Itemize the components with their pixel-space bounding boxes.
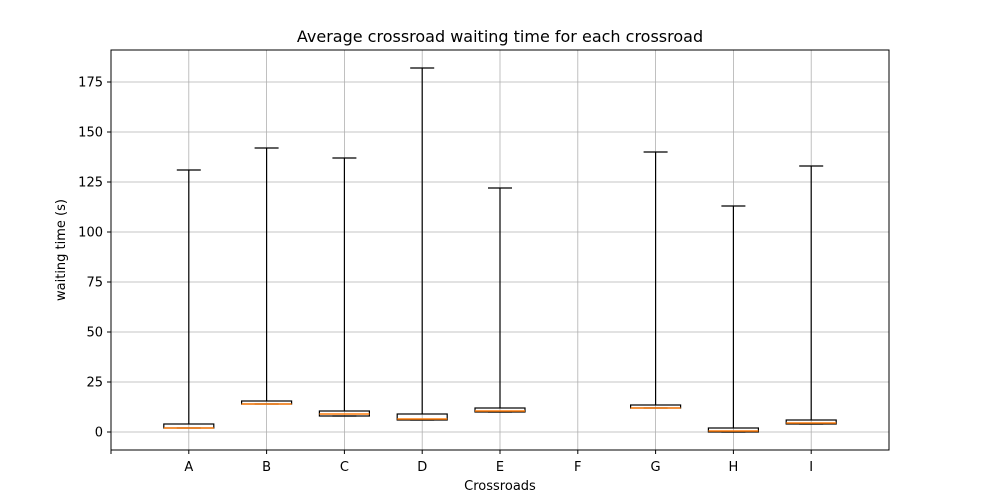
y-tick-label: 25 xyxy=(86,376,103,391)
x-tick-label: G xyxy=(651,460,661,475)
y-tick-label: 100 xyxy=(78,226,103,241)
y-tick-label: 150 xyxy=(78,126,103,141)
boxes-layer xyxy=(163,67,837,433)
box-I xyxy=(785,419,837,425)
x-tick-label: D xyxy=(417,460,427,475)
y-tick-label: 175 xyxy=(78,76,103,91)
x-axis-label: Crossroads xyxy=(464,479,536,494)
x-tick-label: B xyxy=(262,460,271,475)
x-tick-label: C xyxy=(340,460,349,475)
ticks-layer: 0 25 50 75 100 125 150 175 A B C D E F G H I xyxy=(78,76,813,476)
y-tick-label: 75 xyxy=(86,276,103,291)
y-axis-label: waiting time (s) xyxy=(54,199,69,301)
y-tick-label: 0 xyxy=(95,426,103,441)
y-tick-label: 125 xyxy=(78,176,103,191)
box-H xyxy=(707,427,760,433)
x-tick-label: I xyxy=(809,460,813,475)
box-D xyxy=(396,413,448,421)
chart-title: Average crossroad waiting time for each … xyxy=(297,27,703,46)
box-E xyxy=(474,407,526,413)
y-tick-label: 50 xyxy=(86,326,103,341)
x-tick-label: H xyxy=(729,460,739,475)
x-tick-label: E xyxy=(496,460,504,475)
x-tick-label: A xyxy=(184,460,193,475)
x-tick-label: F xyxy=(574,460,581,475)
